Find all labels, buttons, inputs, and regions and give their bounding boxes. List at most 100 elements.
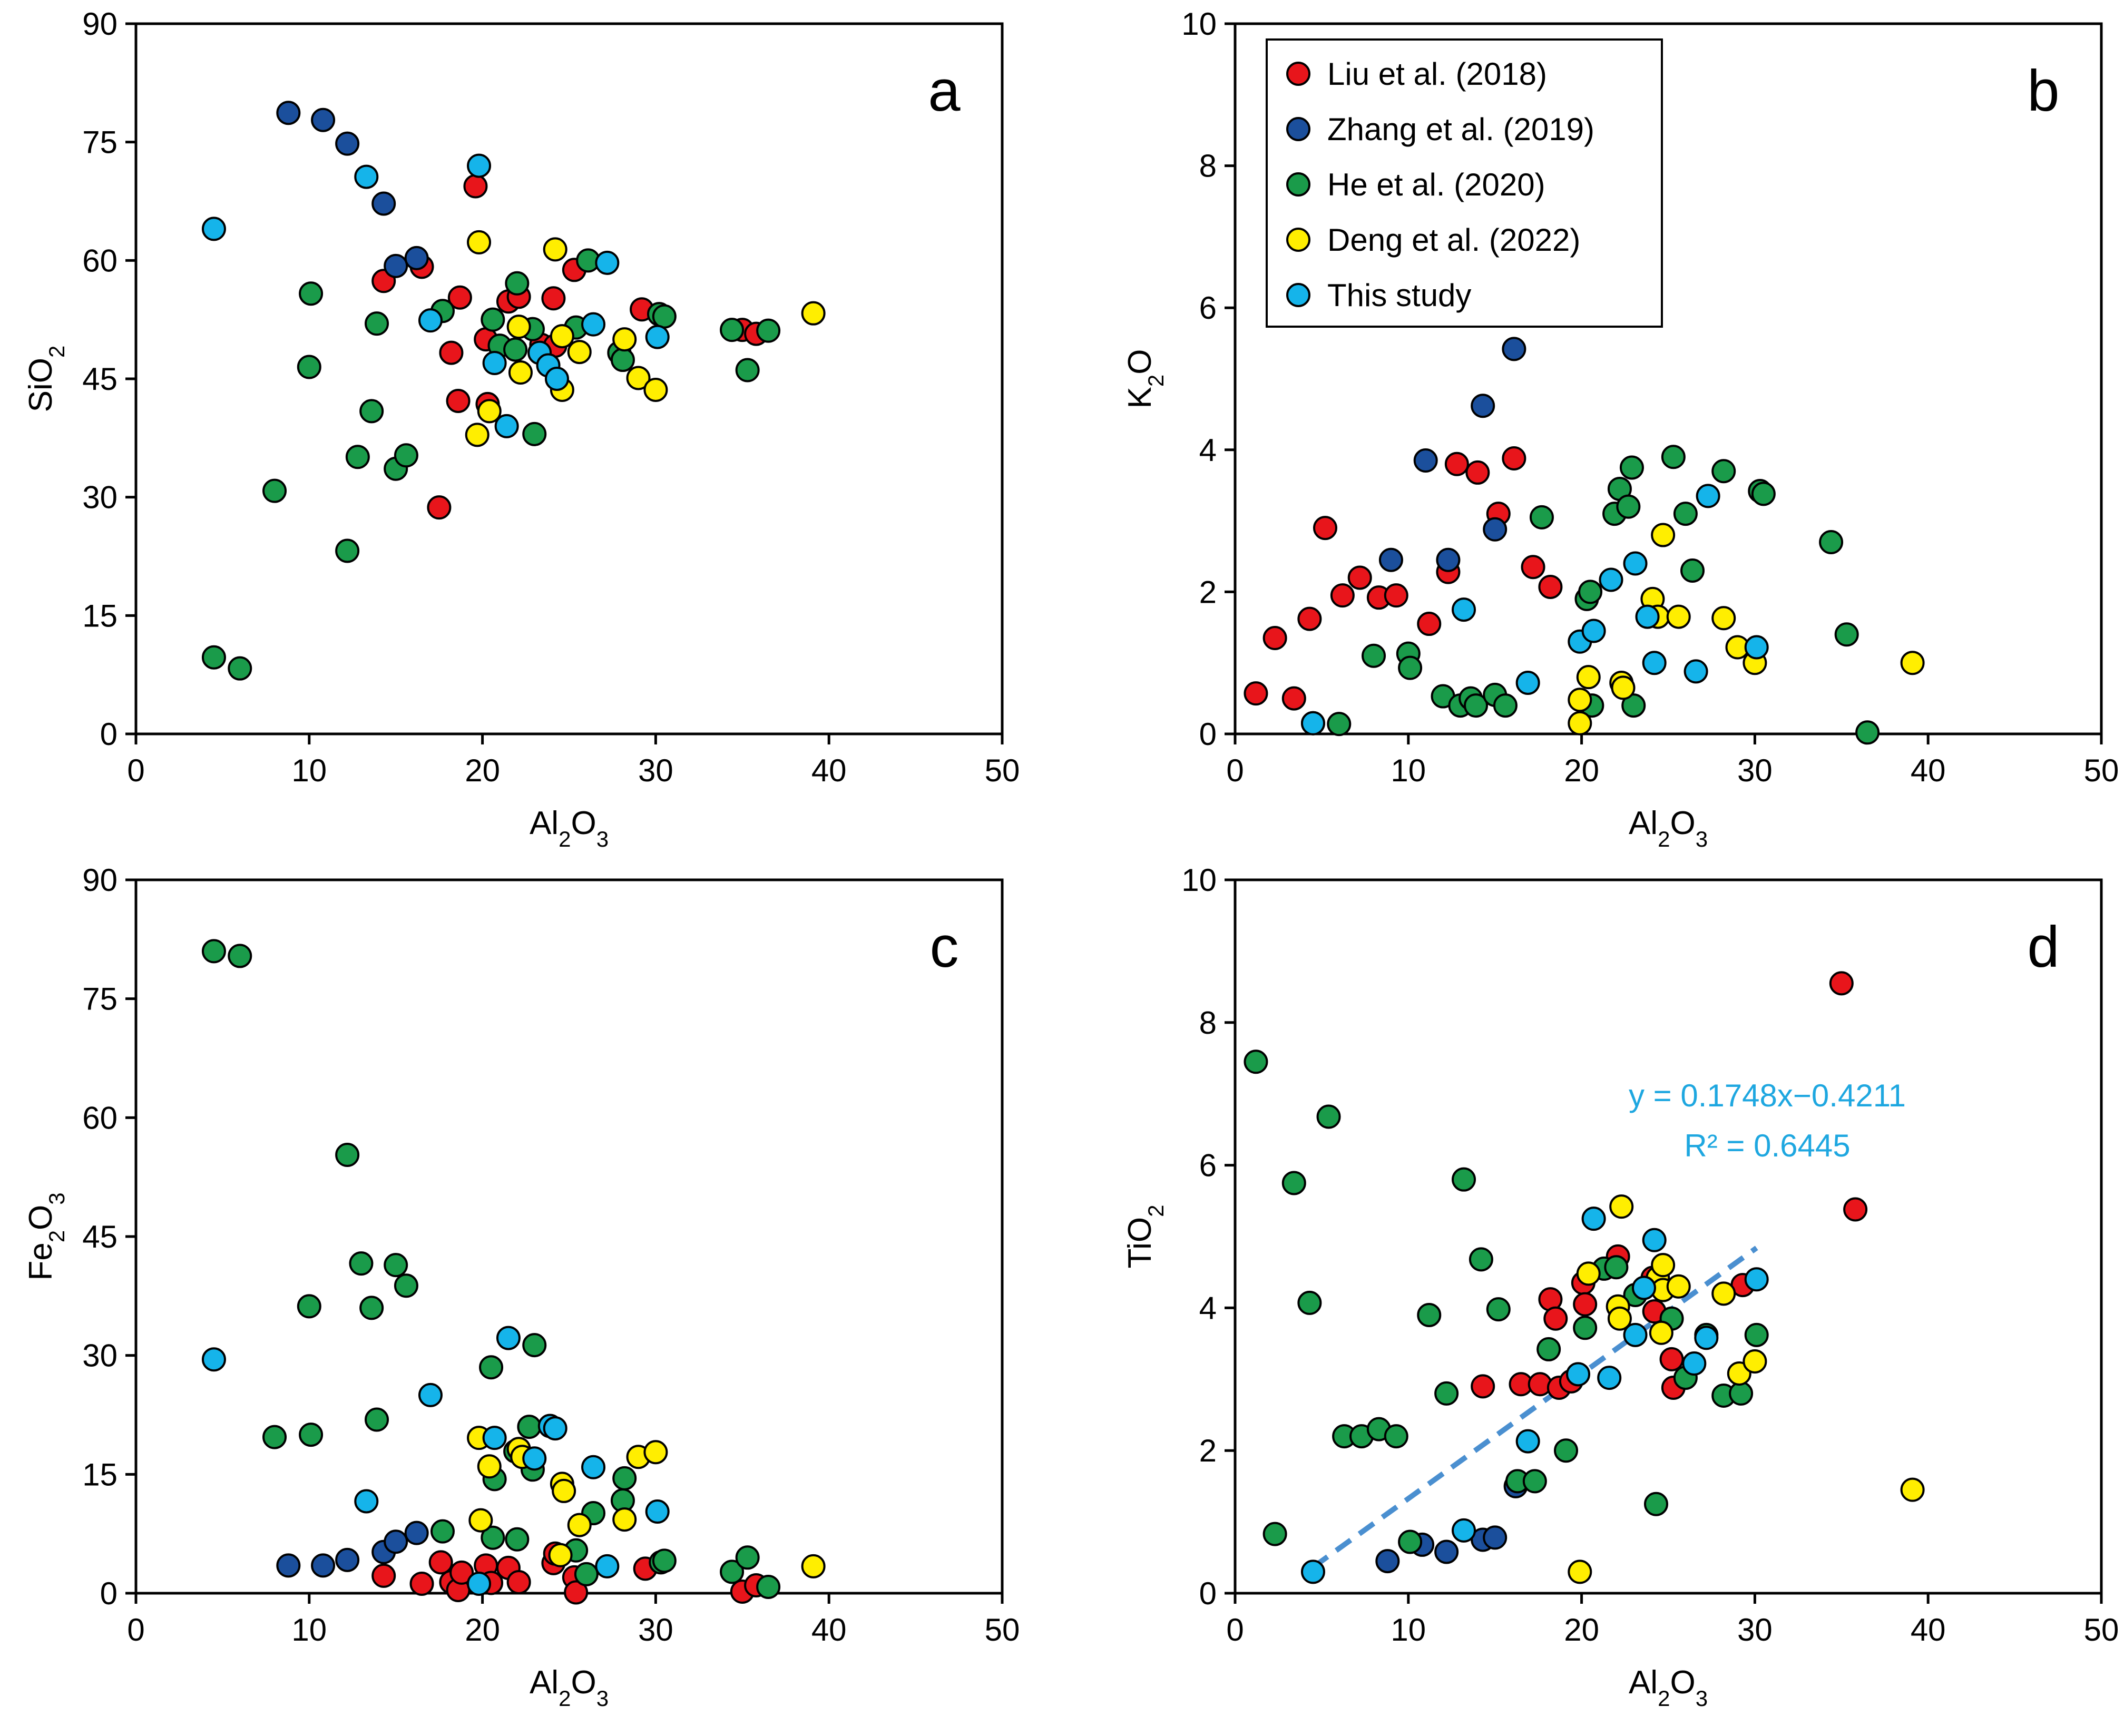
y-axis-label: K2O	[1122, 349, 1168, 409]
legend-label-liu: Liu et al. (2018)	[1327, 56, 1547, 92]
point-liu	[541, 286, 566, 311]
point-he	[228, 656, 252, 681]
point-deng	[465, 423, 490, 447]
point-he	[1522, 1469, 1547, 1494]
point-he	[503, 337, 528, 362]
y-tick-label: 90	[82, 862, 118, 898]
y-tick-label: 75	[82, 125, 118, 160]
regression-line	[1311, 1245, 1758, 1570]
point-deng	[508, 360, 533, 385]
point-he	[522, 1333, 547, 1358]
point-deng	[1711, 1281, 1736, 1306]
point-he	[517, 1415, 542, 1439]
point-deng	[1900, 651, 1925, 675]
point-liu	[1543, 1306, 1568, 1331]
x-tick-label: 30	[638, 753, 673, 788]
x-tick-label: 50	[985, 1612, 1020, 1647]
point-he	[1327, 712, 1352, 737]
point-he	[756, 1574, 781, 1599]
y-tick-label: 60	[82, 243, 118, 278]
point-he	[394, 443, 418, 468]
y-axis-label: TiO2	[1122, 1205, 1168, 1269]
y-tick-label: 0	[100, 1576, 118, 1611]
point-he	[262, 1425, 287, 1449]
point-deng	[467, 230, 492, 254]
point-he	[349, 1251, 374, 1276]
panel-letter: b	[2027, 58, 2059, 123]
point-this	[467, 153, 492, 178]
point-he	[652, 1548, 677, 1573]
point-deng	[612, 1507, 637, 1532]
point-he	[522, 421, 547, 446]
point-he	[345, 445, 370, 469]
y-tick-label: 15	[82, 1457, 118, 1492]
y-tick-label: 4	[1199, 433, 1217, 468]
point-this	[201, 1347, 226, 1372]
x-tick-label: 30	[1737, 1612, 1773, 1647]
y-tick-label: 2	[1199, 574, 1217, 610]
point-this	[1744, 1267, 1769, 1292]
point-this	[482, 1426, 507, 1450]
point-this	[1623, 551, 1648, 576]
point-he	[1573, 1316, 1598, 1340]
point-liu	[1313, 516, 1337, 541]
point-he	[1244, 1050, 1268, 1074]
point-he	[612, 1466, 637, 1490]
point-he	[1744, 1322, 1769, 1347]
point-he	[1661, 445, 1686, 469]
point-deng	[1711, 606, 1736, 631]
point-liu	[427, 495, 452, 520]
point-he	[1398, 655, 1423, 680]
point-liu	[1347, 565, 1372, 590]
point-he	[735, 358, 760, 382]
point-he	[1578, 580, 1603, 604]
point-deng	[1568, 688, 1592, 712]
point-deng	[477, 1454, 502, 1479]
point-liu	[1281, 686, 1306, 711]
point-he	[505, 1527, 530, 1552]
point-this	[201, 217, 226, 241]
x-axis-label: Al2O3	[530, 805, 609, 851]
point-liu	[1262, 626, 1287, 651]
y-tick-label: 6	[1199, 290, 1217, 326]
legend-label-zhang: Zhang et al. (2019)	[1327, 112, 1594, 147]
point-deng	[1611, 675, 1636, 700]
y-tick-label: 6	[1199, 1148, 1217, 1183]
point-he	[735, 1545, 760, 1570]
point-he	[365, 1407, 389, 1432]
point-deng	[548, 1543, 573, 1567]
point-this	[1452, 597, 1476, 622]
y-tick-label: 8	[1199, 1005, 1217, 1041]
point-liu	[1829, 971, 1854, 996]
panel-d: 0 10 20 30 40 50 0 2 4 6 8 10 Al2O3 TiO2 d y = 0.1748x−…	[1122, 862, 2119, 1711]
point-deng	[1743, 1349, 1767, 1374]
point-deng	[468, 1508, 493, 1533]
point-he	[574, 1562, 599, 1586]
point-zhang	[1502, 337, 1526, 361]
y-tick-label: 10	[1181, 862, 1217, 898]
point-he	[481, 1525, 505, 1550]
x-axis-label: Al2O3	[530, 1664, 609, 1711]
point-he	[262, 478, 287, 503]
point-deng	[643, 1440, 668, 1465]
point-he	[1711, 459, 1736, 484]
point-this	[1452, 1518, 1476, 1543]
x-tick-label: 20	[1564, 753, 1599, 788]
point-liu	[446, 388, 471, 413]
x-axis-label: Al2O3	[1629, 1664, 1708, 1711]
point-he	[228, 944, 252, 968]
point-he	[335, 538, 360, 563]
point-this	[544, 367, 569, 391]
x-tick-label: 50	[2084, 753, 2119, 788]
point-liu	[449, 1560, 474, 1585]
panel-letter: c	[930, 915, 959, 979]
point-he	[1819, 530, 1844, 555]
y-tick-label: 90	[82, 6, 118, 42]
point-he	[1262, 1522, 1287, 1546]
x-tick-label: 0	[1226, 1612, 1244, 1647]
point-deng	[506, 315, 531, 339]
point-liu	[564, 1580, 589, 1605]
point-this	[1597, 1366, 1622, 1390]
x-tick-label: 0	[127, 1612, 144, 1647]
point-deng	[1651, 1253, 1676, 1278]
